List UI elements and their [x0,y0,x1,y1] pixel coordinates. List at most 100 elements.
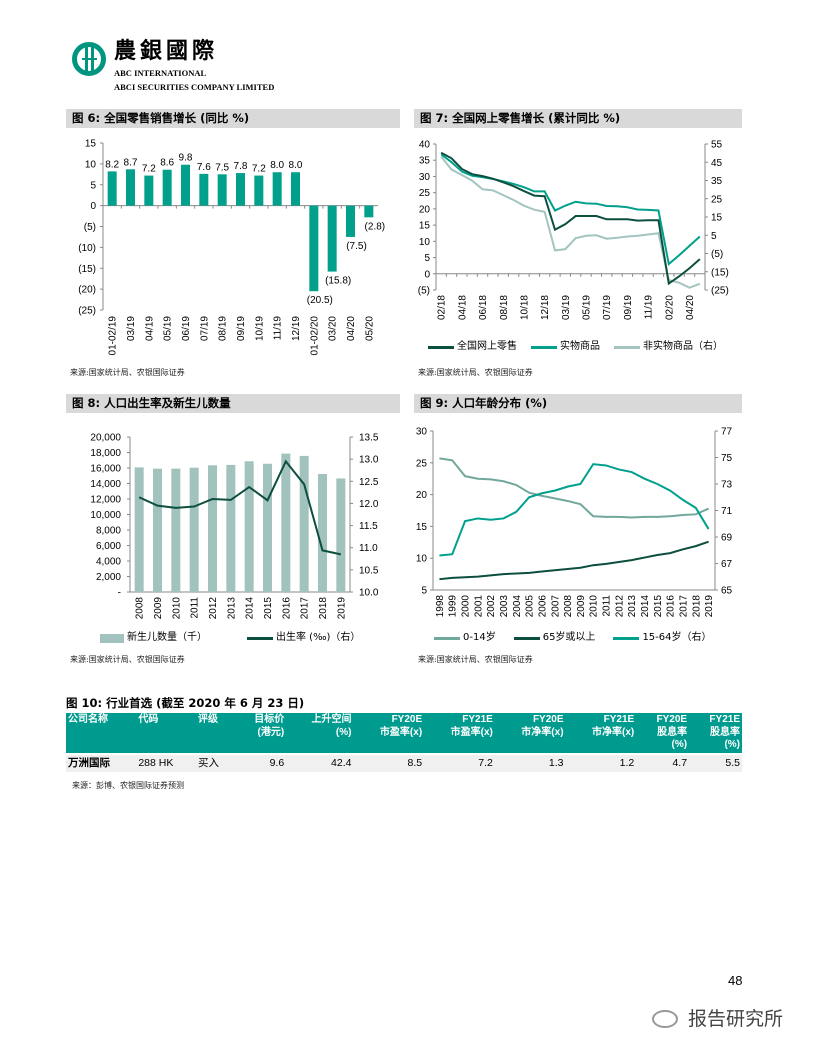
data-label: (7.5) [346,241,367,252]
y-left-tick-label: 20 [416,490,428,501]
y-right-tick-label: 69 [721,533,733,544]
column-header: 目标价 (港元) [234,713,287,754]
table-cell: 8.5 [353,752,425,772]
column-header-line: 目标价 [254,714,285,725]
x-tick-label: 06/19 [181,316,192,341]
bar [107,171,117,206]
y-tick-label: (5) [84,222,96,233]
x-tick-label: 11/19 [644,295,655,320]
data-label: 7.2 [142,164,156,175]
x-tick-label: 10/19 [254,316,265,341]
column-header-line: 评级 [198,714,218,725]
y-tick-label: (15) [78,264,96,275]
fig8-legend: 新生儿数量（千） 出生率 (‰)（右） [100,632,360,644]
bar [291,172,300,206]
data-label: 9.8 [179,153,193,164]
column-header: 公司名称 [66,713,137,754]
y-right-tick-label: 65 [721,586,733,597]
x-tick-label: 1999 [448,595,459,618]
y-tick-label: 5 [90,180,96,191]
y-left-tick-label: 10,000 [90,510,121,521]
x-tick-label: 2014 [245,597,256,620]
y-left-tick-label: 30 [419,172,431,183]
column-header-line: (港元) [257,726,285,738]
y-left-tick-label: (5) [418,286,430,297]
table-row: 万洲国际 288 HK 买入 9.6 42.4 8.5 7.2 1.3 1.2 4.7 5.5 [66,752,742,772]
table-source: 来源：彭博、农银国际证券预测 [72,781,184,790]
bar [272,172,282,206]
fig6-retail-sales-chart: 15 10 5 0 (5) (10) (15) (20) (25) 8.2 01-02/19 8.7 0… [78,139,385,356]
bar [244,461,254,592]
x-tick-label: 02/20 [664,295,675,320]
x-tick-label: 2019 [704,595,715,618]
y-right-tick-label: 77 [721,427,733,438]
column-header-line: FY20E [656,714,688,725]
bar [208,465,217,592]
data-label: 8.7 [124,157,138,168]
column-header-line: 股息率 [710,726,740,738]
x-tick-label: 2016 [666,595,677,618]
watermark: 报告研究所 [688,1008,784,1030]
x-tick-label: 09/19 [623,295,634,320]
fig7-legend: 全国网上零售 实物商品 非实物商品（右） [428,341,723,353]
y-right-tick-label: 13.0 [359,455,379,466]
table-cell: 9.6 [234,752,287,772]
y-left-tick-label: 5 [421,586,427,597]
data-label: 8.2 [105,159,119,170]
data-label: 7.2 [252,164,266,175]
column-header-line: FY20E [532,714,564,725]
table-cell: 5.5 [689,752,742,772]
x-tick-label: 05/19 [582,295,593,320]
bar [281,453,291,592]
x-tick-label: 10/18 [519,295,530,320]
table-cell: 4.7 [636,752,690,772]
y-right-tick-label: 71 [721,506,733,517]
y-right-tick-label: 13.5 [359,433,379,444]
column-header-line: (%) [724,739,740,750]
x-tick-label: 2008 [135,597,146,620]
x-tick-label: 04/20 [685,295,696,320]
table-cell: 7.2 [424,752,495,772]
x-tick-label: 2012 [208,597,219,620]
wechat-icon [652,1010,678,1028]
y-right-tick-label: 12.0 [359,499,379,510]
x-tick-label: 2016 [281,597,292,620]
y-left-tick-label: 0 [424,269,430,280]
bar [144,175,154,206]
bar [336,478,346,592]
bar [171,468,181,592]
y-right-tick-label: 45 [711,158,723,169]
fig7-online-retail-chart: 40 35 30 25 20 15 10 5 0 (5) 55 45 35 25 15 5 (5) (15) (25… [418,140,729,321]
x-tick-label: 1998 [435,595,446,618]
y-left-tick-label: 30 [416,427,428,438]
x-tick-label: 2012 [614,595,625,618]
series-line-2 [440,155,701,289]
bar [199,173,209,206]
y-left-tick-label: 5 [424,253,430,264]
table-cell: 万洲国际 [66,752,137,772]
y-right-tick-label: (25) [711,286,729,297]
y-left-tick-label: - [118,588,121,599]
x-tick-label: 2011 [602,595,613,617]
x-tick-label: 05/20 [364,316,375,341]
y-left-tick-label: 20 [419,204,431,215]
table-cell: 买入 [196,752,235,772]
column-header-line: FY21E [603,714,635,725]
legend-item: 全国网上零售 [428,341,517,353]
column-header-line: 上升空间 [311,714,352,725]
bar [226,464,236,592]
x-tick-label: 06/18 [478,295,489,320]
x-tick-label: 2010 [589,595,600,618]
y-left-tick-label: 25 [419,188,431,199]
data-label: (20.5) [307,295,333,306]
y-right-tick-label: (5) [711,249,723,260]
series-line-1 [439,540,709,581]
x-tick-label: 2003 [499,595,510,618]
x-tick-label: 03/19 [561,295,572,320]
fig6-title: 图 6: 全国零售销售增长 (同比 %) [66,109,400,128]
logo-company-name: ABCI SECURITIES COMPANY LIMITED [114,82,275,92]
x-tick-label: 2017 [300,597,311,620]
x-tick-label: 2013 [226,597,237,620]
y-right-tick-label: 15 [711,213,723,224]
column-header: FY21E 市净率(x) [565,713,637,754]
